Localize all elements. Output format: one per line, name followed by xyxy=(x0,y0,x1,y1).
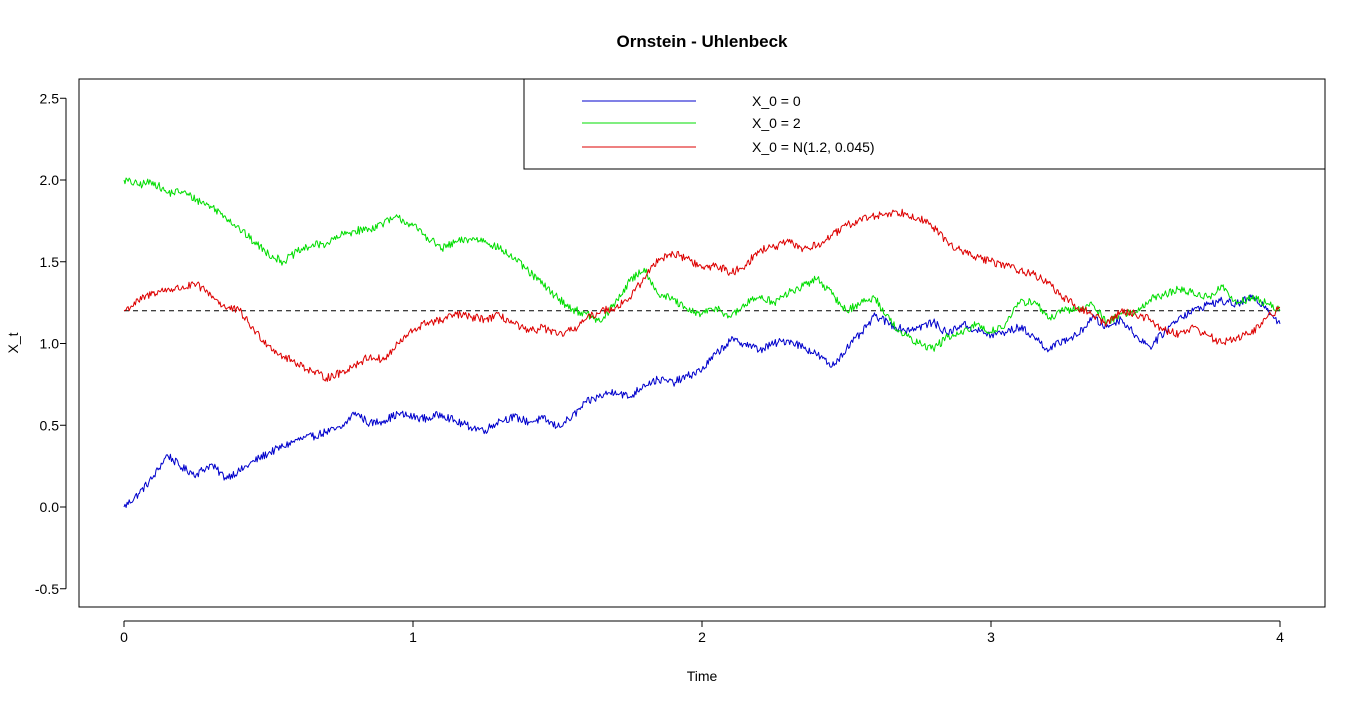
y-tick-label: 0.5 xyxy=(40,417,60,433)
y-tick-label: 2.0 xyxy=(40,172,60,188)
legend-box xyxy=(523,78,1326,170)
chart-title: Ornstein - Uhlenbeck xyxy=(617,32,789,51)
x-tick-label: 1 xyxy=(409,629,417,645)
x-axis: 0 1 2 3 4 xyxy=(120,620,1284,645)
series-group xyxy=(123,177,1281,508)
x-tick-label: 4 xyxy=(1276,629,1284,645)
x-axis-label: Time xyxy=(687,668,718,684)
x-tick-label: 3 xyxy=(987,629,995,645)
series-line-0 xyxy=(123,294,1281,508)
series-line-2 xyxy=(123,208,1281,382)
legend-entry-1: X_0 = 2 xyxy=(752,115,801,131)
series-line-1 xyxy=(123,177,1281,352)
y-tick-label: 1.5 xyxy=(40,254,60,270)
legend: X_0 = 0 X_0 = 2 X_0 = N(1.2, 0.045) xyxy=(523,78,1326,170)
legend-entry-2: X_0 = N(1.2, 0.045) xyxy=(752,139,875,155)
x-tick-label: 2 xyxy=(698,629,706,645)
y-axis: -0.5 0.0 0.5 1.0 1.5 2.0 2.5 xyxy=(35,90,67,597)
y-tick-label: 0.0 xyxy=(40,499,60,515)
y-axis-label: X_t xyxy=(5,332,21,353)
y-tick-label: 1.0 xyxy=(40,336,60,352)
x-tick-label: 0 xyxy=(120,629,128,645)
legend-entry-0: X_0 = 0 xyxy=(752,93,801,109)
y-tick-label: 2.5 xyxy=(40,90,60,106)
y-tick-label: -0.5 xyxy=(35,581,59,597)
